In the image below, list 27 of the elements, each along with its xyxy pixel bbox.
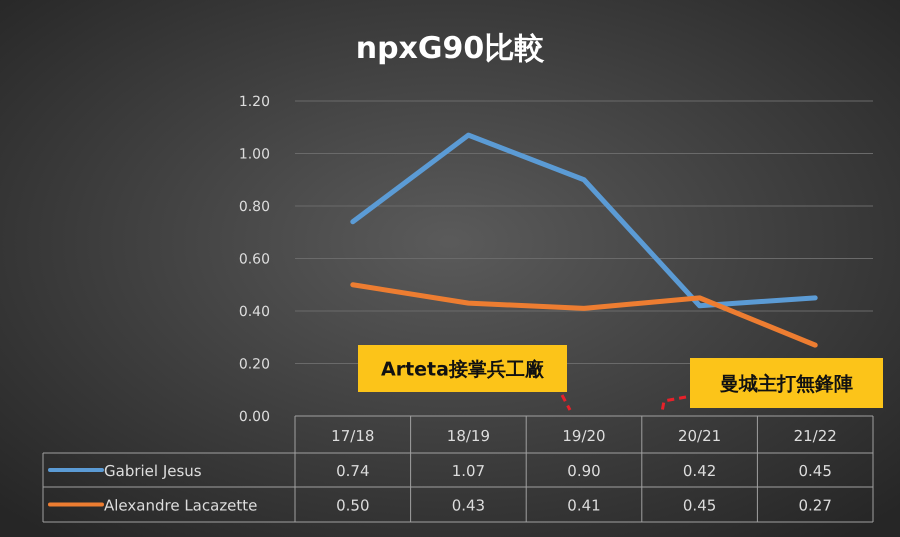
y-tick-label: 0.60 <box>238 252 270 268</box>
annotation: Arteta接掌兵工廠 <box>381 358 545 380</box>
annotation: 曼城主打無鋒陣 <box>719 373 853 395</box>
x-tick-label: 19/20 <box>562 427 606 445</box>
y-tick-label: 0.40 <box>238 304 270 320</box>
data-label: 0.50 <box>336 496 370 514</box>
data-label: 0.45 <box>682 496 716 514</box>
data-label: 0.45 <box>798 462 832 480</box>
x-tick-label: 17/18 <box>331 427 374 445</box>
y-tick-label: 0.00 <box>238 409 270 425</box>
chart-title: npxG90比較 <box>356 31 544 66</box>
x-tick-label: 20/21 <box>678 427 722 445</box>
y-tick-label: 1.00 <box>238 146 270 162</box>
data-label: 0.42 <box>682 462 716 480</box>
y-tick-label: 0.80 <box>238 199 270 215</box>
data-label: 0.41 <box>567 496 601 514</box>
x-tick-label: 21/22 <box>794 427 837 445</box>
data-label: 0.27 <box>798 496 832 514</box>
y-tick-label: 0.20 <box>238 356 270 372</box>
legend-label: Alexandre Lacazette <box>104 496 258 514</box>
legend-label: Gabriel Jesus <box>104 462 202 480</box>
data-label: 1.07 <box>452 462 486 480</box>
data-label: 0.90 <box>567 462 601 480</box>
data-label: 0.74 <box>336 462 370 480</box>
y-tick-label: 1.20 <box>238 94 270 110</box>
x-tick-label: 18/19 <box>446 427 490 445</box>
data-label: 0.43 <box>452 496 486 514</box>
